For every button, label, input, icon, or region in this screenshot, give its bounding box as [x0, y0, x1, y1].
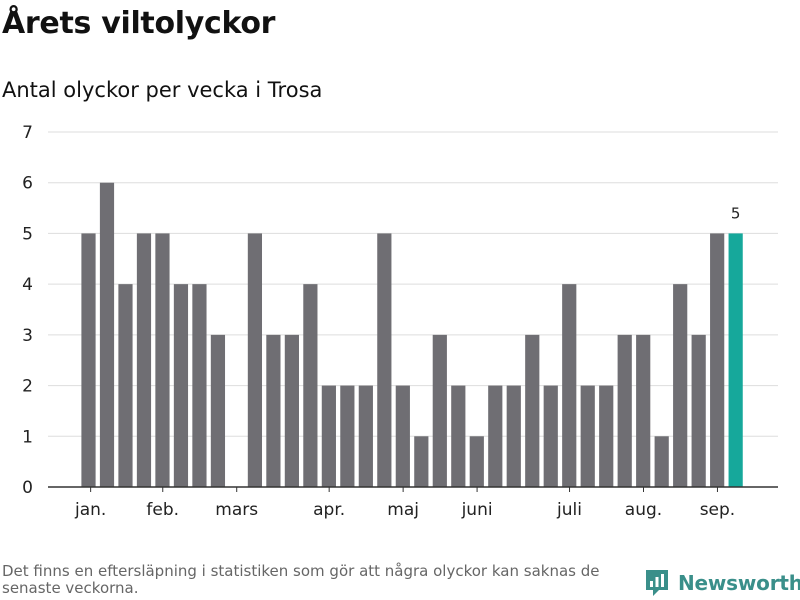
- bar: [210, 334, 226, 487]
- bar-highlight: [728, 233, 743, 487]
- y-tick-label: 1: [22, 427, 33, 447]
- footnote: Det finns en eftersläpning i statistiken…: [2, 562, 600, 597]
- bar: [155, 233, 170, 487]
- bar: [599, 385, 614, 487]
- bar: [562, 284, 577, 487]
- brand-logo: Newsworthy: [644, 568, 800, 598]
- y-tick-label: 3: [22, 326, 33, 346]
- bar: [118, 284, 133, 487]
- bar-chart: 0 1 2 3 4 5 6 7 jan. feb. mars apr. maj juni juli aug.…: [22, 123, 778, 520]
- bar: [506, 385, 521, 487]
- bar: [691, 334, 706, 487]
- x-tick-label: apr.: [313, 500, 345, 520]
- bar: [303, 284, 318, 487]
- bars: [81, 182, 743, 487]
- x-tick-label: feb.: [146, 500, 179, 520]
- bar: [617, 334, 632, 487]
- bar: [710, 233, 725, 487]
- x-tick-label: maj: [387, 500, 419, 520]
- bar: [284, 334, 299, 487]
- bar: [488, 385, 503, 487]
- bar: [266, 334, 281, 487]
- bar: [247, 233, 263, 487]
- bar: [321, 385, 336, 487]
- x-tick-label: aug.: [625, 500, 662, 520]
- x-tick-label: mars: [215, 500, 258, 520]
- x-axis-ticks: jan. feb. mars apr. maj juni juli aug. sep.: [74, 487, 735, 520]
- bar: [395, 385, 410, 487]
- bar: [81, 233, 96, 487]
- bar: [469, 436, 484, 487]
- bar: [673, 284, 688, 487]
- x-tick-label: juni: [461, 500, 493, 520]
- y-tick-label: 5: [22, 224, 33, 244]
- bar: [580, 385, 595, 487]
- newsworthy-logo-icon: [646, 570, 668, 596]
- brand-name: Newsworthy: [678, 571, 800, 595]
- chart-subtitle: Antal olyckor per vecka i Trosa: [2, 78, 323, 102]
- y-tick-label: 2: [22, 377, 33, 397]
- bar: [377, 233, 392, 487]
- gridlines: [48, 131, 778, 437]
- bar: [136, 233, 152, 487]
- bar: [358, 385, 373, 487]
- bar: [636, 334, 651, 487]
- chart-title: Årets viltolyckor: [2, 6, 276, 41]
- y-tick-label: 4: [22, 275, 33, 295]
- bar: [451, 385, 466, 487]
- bar: [654, 436, 669, 487]
- y-tick-label: 0: [22, 478, 33, 498]
- y-tick-label: 6: [22, 174, 33, 194]
- bar: [543, 385, 558, 487]
- y-axis-ticks: 0 1 2 3 4 5 6 7: [22, 123, 33, 498]
- bar: [414, 436, 429, 487]
- data-label-highlight: 5: [731, 204, 741, 222]
- x-tick-label: juli: [556, 500, 582, 520]
- y-tick-label: 7: [22, 123, 33, 143]
- bar: [432, 334, 447, 487]
- x-tick-label: sep.: [700, 500, 736, 520]
- bar: [525, 334, 540, 487]
- bar: [340, 385, 355, 487]
- bar: [99, 182, 115, 487]
- data-labels: 5: [731, 204, 741, 222]
- x-tick-label: jan.: [74, 500, 106, 520]
- bar: [173, 284, 189, 487]
- bar: [192, 284, 207, 487]
